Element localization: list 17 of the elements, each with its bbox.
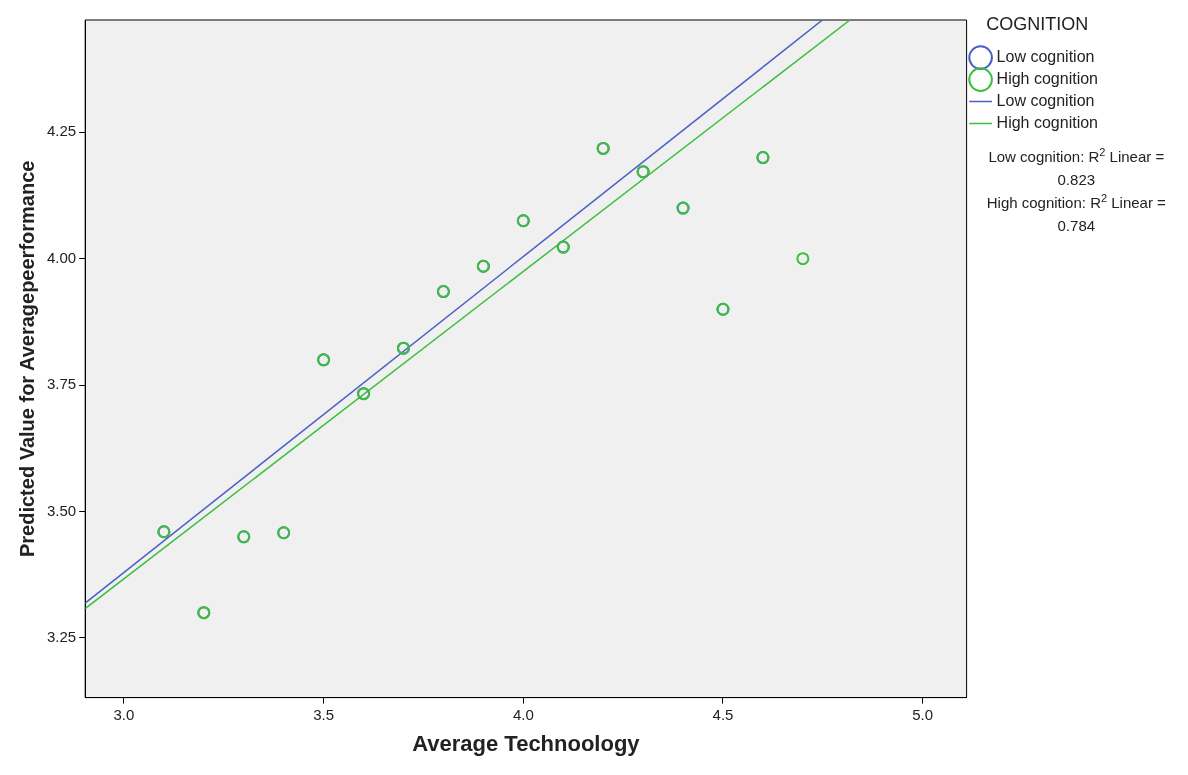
legend-title: COGNITION <box>986 13 1089 34</box>
legend-label: Low cognition <box>996 48 1095 66</box>
y-tick-label: 4.00 <box>46 248 77 266</box>
x-tick-label: 3.0 <box>113 705 135 723</box>
legend-label: High cognition <box>996 114 1099 132</box>
y-tick-label: 4.25 <box>46 122 77 140</box>
y-tick-label: 3.25 <box>46 628 77 646</box>
y-tick-label: 3.75 <box>46 375 77 393</box>
legend-label: High cognition <box>996 70 1099 88</box>
x-tick-label: 4.0 <box>512 705 534 723</box>
y-axis-title: Predicted Value for Averagepeerformance <box>15 160 38 558</box>
y-tick-label: 3.50 <box>46 501 77 519</box>
x-axis-title: Average Technoology <box>412 730 641 756</box>
x-tick-label: 4.5 <box>712 705 734 723</box>
x-tick-label: 5.0 <box>912 705 934 723</box>
legend-label: Low cognition <box>996 92 1095 110</box>
x-tick-label: 3.5 <box>313 705 335 723</box>
